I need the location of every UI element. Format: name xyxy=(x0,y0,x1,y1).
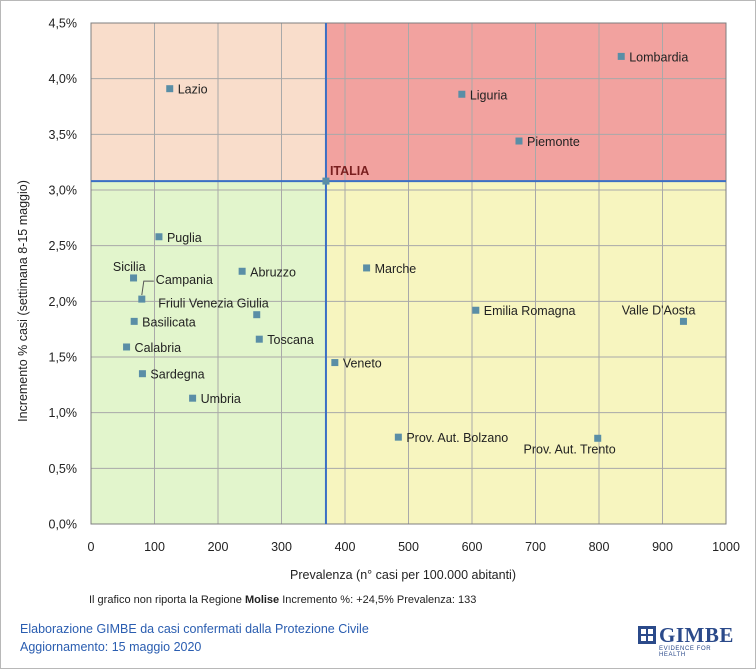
x-tick-label: 900 xyxy=(652,540,673,554)
x-tick-label: 500 xyxy=(398,540,419,554)
point-label: Puglia xyxy=(167,231,202,245)
data-point xyxy=(123,343,131,351)
footer-source: Elaborazione GIMBE da casi confermati da… xyxy=(20,622,369,636)
y-tick-label: 0,0% xyxy=(49,518,78,532)
quadrant-backgrounds xyxy=(91,23,726,525)
y-tick-label: 3,0% xyxy=(49,184,78,198)
gimbe-logo-text: GIMBE xyxy=(659,623,734,647)
data-point xyxy=(130,274,138,282)
y-tick-label: 0,5% xyxy=(49,462,78,476)
reference-point-marker xyxy=(322,177,330,185)
footer-update-date: Aggiornamento: 15 maggio 2020 xyxy=(20,640,202,654)
point-label: Valle D'Aosta xyxy=(622,303,696,317)
x-tick-label: 0 xyxy=(88,540,95,554)
quadrant-bottom-right xyxy=(325,181,726,525)
data-point xyxy=(189,394,197,402)
gimbe-logo-mark xyxy=(638,626,656,644)
point-labels: ITALIA Lombardia Lazio Liguria Piemonte Pugli… xyxy=(113,50,696,456)
point-label: Lombardia xyxy=(629,50,688,64)
point-label: Toscana xyxy=(267,333,314,347)
y-tick-label: 3,5% xyxy=(49,128,78,142)
y-tick-label: 1,5% xyxy=(49,351,78,365)
y-tick-label: 2,5% xyxy=(49,239,78,253)
data-point xyxy=(515,137,523,145)
gimbe-logo: GIMBE EVIDENCE FOR HEALTH xyxy=(638,622,733,658)
point-label: Friuli Venezia Giulia xyxy=(158,297,269,311)
data-point xyxy=(255,335,263,343)
point-label: Umbria xyxy=(201,392,241,406)
data-point xyxy=(594,434,602,442)
x-tick-label: 100 xyxy=(144,540,165,554)
note-suffix: Incremento %: +24,5% Prevalenza: 133 xyxy=(279,594,477,606)
x-tick-label: 800 xyxy=(589,540,610,554)
y-tick-label: 1,0% xyxy=(49,406,78,420)
point-label: Sardegna xyxy=(150,368,204,382)
x-tick-label: 300 xyxy=(271,540,292,554)
data-point xyxy=(617,52,625,60)
point-label: Campania xyxy=(156,273,213,287)
data-point xyxy=(363,264,371,272)
data-point xyxy=(458,90,466,98)
data-point xyxy=(130,317,138,325)
x-tick-label: 700 xyxy=(525,540,546,554)
data-point xyxy=(155,233,163,241)
y-tick-label: 4,0% xyxy=(49,72,78,86)
point-label: Prov. Aut. Trento xyxy=(524,442,616,456)
point-label: Lazio xyxy=(178,83,208,97)
x-tick-label: 1000 xyxy=(712,540,740,554)
point-label: Emilia Romagna xyxy=(484,304,576,318)
x-tick-label: 400 xyxy=(335,540,356,554)
point-label: Liguria xyxy=(470,88,508,102)
x-axis-label: Prevalenza (n° casi per 100.000 abitanti… xyxy=(290,568,516,582)
point-label: Piemonte xyxy=(527,135,580,149)
reference-lines xyxy=(91,23,726,524)
gimbe-logo-tagline: EVIDENCE FOR HEALTH xyxy=(659,646,712,658)
point-label: Basilicata xyxy=(142,315,196,329)
y-tick-label: 4,5% xyxy=(49,17,78,31)
note-prefix: Il grafico non riporta la Regione xyxy=(89,594,245,606)
excluded-region-note: Il grafico non riporta la Regione Molise… xyxy=(89,594,476,606)
point-label: Marche xyxy=(375,262,417,276)
point-label: Sicilia xyxy=(113,260,146,274)
quadrant-top-right xyxy=(325,23,726,182)
data-point xyxy=(253,311,261,319)
y-tick-label: 2,0% xyxy=(49,295,78,309)
data-point xyxy=(472,306,480,314)
axes: 0 100 200 300 400 500 600 700 800 900 1000 0,0% 0,5%… xyxy=(49,17,740,555)
x-tick-label: 200 xyxy=(208,540,229,554)
plot-border xyxy=(90,22,727,525)
data-point xyxy=(331,359,339,367)
quadrant-bottom-left xyxy=(91,181,326,525)
point-label: Veneto xyxy=(343,357,382,371)
x-tick-label: 600 xyxy=(462,540,483,554)
data-point xyxy=(166,85,174,93)
point-label: Calabria xyxy=(135,341,182,355)
quadrant-top-left xyxy=(91,23,326,182)
point-label: Prov. Aut. Bolzano xyxy=(406,431,508,445)
note-region: Molise xyxy=(244,594,280,606)
label-leader-line xyxy=(141,280,154,296)
data-point xyxy=(238,267,246,275)
data-point xyxy=(138,370,146,378)
data-point xyxy=(679,317,687,325)
data-point xyxy=(138,295,146,303)
reference-point-label: ITALIA xyxy=(330,164,369,178)
y-axis-label: Incremento % casi (settimana 8-15 maggio… xyxy=(16,180,30,422)
data-points xyxy=(123,52,687,442)
data-point xyxy=(394,433,402,441)
point-label: Abruzzo xyxy=(250,265,296,279)
